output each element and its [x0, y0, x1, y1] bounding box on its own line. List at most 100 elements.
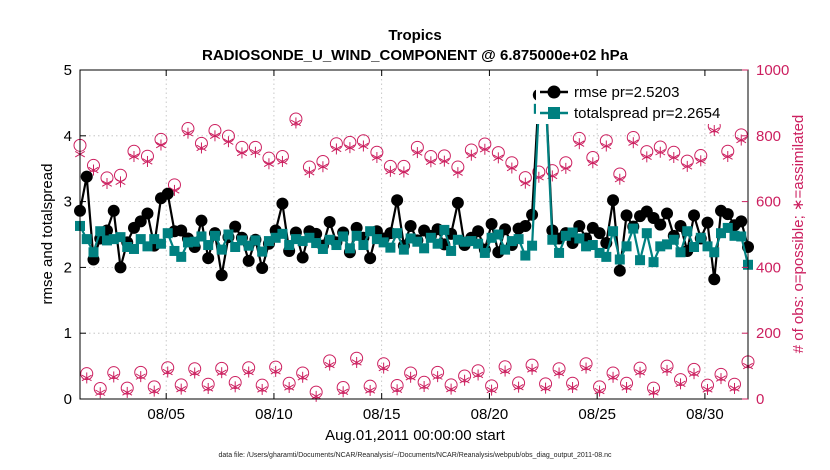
rmse-point — [134, 215, 147, 228]
asterisk-stroke — [446, 385, 457, 393]
obs-assimilated-point — [709, 125, 720, 137]
chart-title: Tropics — [388, 27, 441, 44]
spread-point — [587, 240, 598, 251]
asterisk-stroke — [324, 361, 335, 369]
asterisk-stroke — [277, 158, 288, 165]
spread-point — [344, 243, 355, 254]
spread-point — [324, 234, 335, 245]
obs-assimilated-point — [385, 165, 396, 177]
spread-point — [695, 232, 706, 243]
spread-point — [419, 243, 430, 254]
obs-assimilated-point — [540, 382, 551, 394]
rmse-point — [107, 204, 120, 217]
spread-point — [311, 238, 322, 249]
asterisk-stroke — [317, 163, 328, 170]
spread-point — [628, 223, 639, 234]
asterisk-stroke — [466, 152, 477, 159]
obs-assimilated-point — [621, 381, 632, 393]
obs-assimilated-point — [108, 371, 119, 383]
spread-point — [128, 243, 139, 254]
spread-point — [284, 240, 295, 251]
asterisk-stroke — [270, 368, 281, 375]
asterisk-stroke — [81, 374, 92, 382]
asterisk-stroke — [108, 373, 119, 381]
y-right-tick-label: 800 — [756, 128, 781, 145]
legend-spread-label: totalspread pr=2.2654 — [574, 105, 720, 122]
asterisk-stroke — [216, 369, 227, 376]
obs-assimilated-point — [284, 381, 295, 393]
spread-point — [486, 232, 497, 243]
y-right-tick-label: 600 — [756, 194, 781, 211]
asterisk-stroke — [439, 157, 450, 165]
obs-assimilated-point — [122, 386, 133, 398]
obs-assimilated-point — [351, 356, 362, 368]
obs-assimilated-point — [736, 134, 747, 146]
spread-point — [702, 241, 713, 252]
obs-assimilated-point — [304, 166, 315, 178]
obs-assimilated-point — [365, 384, 376, 396]
tick-marks: 08/05 08/10 08/15 08/20 08/25 08/30 0 1 2 3 4 5 0 200… — [64, 62, 790, 423]
rmse-point — [654, 218, 667, 231]
obs-assimilated-point — [466, 149, 477, 161]
y-tick-label: 1 — [64, 325, 72, 342]
obs-assimilated-point — [317, 161, 328, 173]
spread-point — [412, 236, 423, 247]
x-tick-label: 08/20 — [471, 406, 509, 423]
obs-assimilated-point — [162, 366, 173, 378]
asterisk-stroke — [500, 367, 511, 375]
spread-point — [88, 247, 99, 258]
asterisk-stroke — [608, 374, 619, 381]
rmse-point — [519, 219, 532, 232]
obs-assimilated-point — [446, 383, 457, 395]
asterisk-stroke — [236, 149, 247, 157]
rmse-point — [593, 227, 606, 240]
spread-point — [621, 241, 632, 252]
legend-spread-marker — [548, 107, 560, 119]
asterisk-stroke — [230, 383, 241, 391]
spread-point — [162, 228, 173, 239]
asterisk-stroke — [479, 146, 490, 153]
chart-subtitle: RADIOSONDE_U_WIND_COMPONENT @ 6.875000e+… — [202, 47, 629, 64]
asterisk-stroke — [567, 384, 578, 391]
asterisk-stroke — [223, 138, 234, 145]
spread-point — [257, 246, 268, 257]
x-axis-label: Aug.01,2011 00:00:00 start — [325, 427, 506, 444]
spread-point — [729, 230, 740, 241]
asterisk-stroke — [486, 386, 497, 394]
spread-point — [182, 237, 193, 248]
asterisk-stroke — [203, 385, 214, 392]
asterisk-stroke — [405, 374, 416, 381]
asterisk-stroke — [527, 366, 538, 373]
spread-point — [108, 234, 119, 245]
asterisk-stroke — [506, 164, 517, 172]
spread-point — [466, 236, 477, 247]
obs-assimilated-point — [419, 380, 430, 392]
asterisk-stroke — [392, 386, 403, 393]
rmse-point — [256, 262, 269, 275]
spread-point — [263, 236, 274, 247]
obs-assimilated-point — [486, 384, 497, 396]
asterisk-stroke — [344, 144, 355, 151]
spread-point — [176, 251, 187, 262]
spread-point — [520, 250, 531, 261]
rmse-point — [141, 207, 154, 220]
rmse-point — [175, 224, 188, 237]
spread-point — [527, 240, 538, 251]
obs-assimilated-point — [101, 178, 113, 190]
spread-point — [452, 234, 463, 245]
rmse-point — [485, 217, 498, 230]
asterisk-stroke — [284, 384, 295, 391]
rmse-point — [620, 209, 633, 222]
spread-point — [662, 239, 673, 250]
asterisk-stroke — [682, 163, 693, 170]
obs-assimilated-point — [209, 130, 220, 142]
asterisk-stroke — [621, 384, 632, 391]
obs-assimilated-point — [648, 386, 659, 398]
asterisk-stroke — [304, 169, 315, 176]
y-right-tick-label: 400 — [756, 259, 781, 276]
spread-point — [675, 247, 686, 258]
obs-assimilated-point — [513, 381, 524, 393]
rmse-point — [323, 215, 336, 228]
obs-assimilated-point — [412, 147, 423, 159]
grid-lines — [80, 70, 748, 399]
